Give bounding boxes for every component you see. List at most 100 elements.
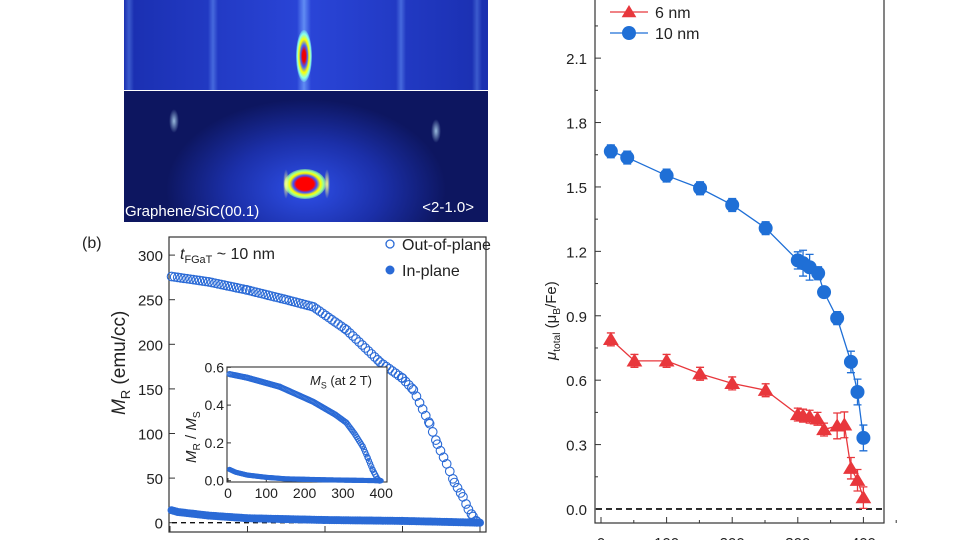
inset-x-tick-label: 400 bbox=[370, 485, 394, 501]
data-point-out-of-plane bbox=[354, 337, 364, 347]
rheed-pattern-substrate: Graphene/SiC(00.1) <2-1.0> bbox=[124, 91, 488, 222]
y-axis-label: MR (emu/cc) bbox=[109, 311, 133, 415]
y-axis-label: μtotal (μB/Fe) bbox=[543, 281, 563, 361]
x-tick-label: 300 bbox=[390, 538, 415, 540]
inset-y-tick-label: 0.4 bbox=[205, 397, 225, 413]
legend-label-out-of-plane: Out-of-plane bbox=[402, 237, 491, 254]
plot-frame bbox=[168, 236, 487, 533]
x-tick-label: 0 bbox=[597, 535, 605, 540]
rheed-pattern-film bbox=[124, 0, 488, 90]
data-point-out-of-plane bbox=[430, 435, 441, 445]
legend-marker-10-nm bbox=[622, 26, 636, 40]
data-point-6-nm bbox=[843, 460, 859, 474]
y-tick-label: 0.0 bbox=[566, 502, 587, 519]
data-point-10-nm bbox=[693, 181, 708, 196]
data-point-out-of-plane bbox=[185, 274, 195, 285]
legend-marker-in-plane bbox=[385, 265, 395, 275]
data-point-out-of-plane bbox=[194, 275, 205, 286]
thickness-annotation: tFGaT ~ 10 nm bbox=[180, 246, 275, 266]
y-tick-label: 0 bbox=[155, 516, 163, 533]
y-tick-label: 2.1 bbox=[566, 51, 587, 68]
y-tick-label: 100 bbox=[138, 427, 163, 444]
data-point-out-of-plane bbox=[397, 373, 408, 384]
y-tick-label: 1.2 bbox=[566, 244, 587, 261]
data-point-out-of-plane bbox=[197, 276, 208, 286]
y-tick-label: 150 bbox=[138, 382, 163, 399]
data-point-out-of-plane bbox=[414, 397, 425, 408]
data-point-out-of-plane bbox=[363, 346, 374, 356]
data-point-out-of-plane bbox=[351, 334, 361, 344]
data-point-6-nm bbox=[757, 382, 774, 396]
data-point-10-nm bbox=[850, 384, 865, 399]
data-point-10-nm bbox=[811, 266, 826, 281]
x-tick-label: 200 bbox=[720, 535, 745, 540]
data-point-out-of-plane bbox=[176, 272, 186, 283]
x-tick-label: 200 bbox=[312, 538, 337, 540]
data-point-out-of-plane bbox=[427, 427, 438, 437]
data-point-6-nm bbox=[816, 422, 832, 436]
data-point-6-nm bbox=[836, 417, 853, 431]
inset-point-out-of-plane bbox=[364, 454, 371, 462]
data-point-out-of-plane bbox=[348, 331, 358, 341]
data-point-out-of-plane bbox=[411, 391, 422, 402]
x-tick-label: 100 bbox=[235, 538, 260, 540]
data-point-out-of-plane bbox=[191, 275, 202, 285]
legend-label-6-nm: 6 nm bbox=[655, 5, 691, 22]
y-tick-label: 250 bbox=[138, 293, 163, 310]
legend-label-10-nm: 10 nm bbox=[655, 26, 699, 43]
data-point-10-nm bbox=[659, 168, 674, 183]
inset-point-in-plane bbox=[378, 478, 384, 484]
data-point-out-of-plane bbox=[360, 343, 371, 353]
data-point-10-nm bbox=[830, 311, 845, 326]
y-tick-label: 2.4 bbox=[566, 0, 587, 4]
data-point-out-of-plane bbox=[420, 410, 431, 421]
data-point-in-plane bbox=[476, 518, 484, 527]
data-point-6-nm bbox=[692, 366, 708, 380]
data-point-out-of-plane bbox=[341, 325, 352, 335]
x-tick-label: 400 bbox=[851, 535, 876, 540]
data-point-out-of-plane bbox=[432, 439, 443, 450]
data-point-6-nm bbox=[724, 375, 741, 390]
data-point-out-of-plane bbox=[417, 404, 428, 415]
data-point-out-of-plane bbox=[200, 276, 211, 287]
inset-point-out-of-plane bbox=[365, 457, 373, 464]
inset-point-out-of-plane bbox=[366, 460, 374, 467]
y-tick-label: 200 bbox=[138, 337, 163, 354]
data-point-10-nm bbox=[817, 285, 832, 300]
data-point-out-of-plane bbox=[366, 349, 377, 359]
data-point-out-of-plane bbox=[179, 273, 189, 284]
data-point-6-nm bbox=[658, 353, 675, 367]
data-point-out-of-plane bbox=[461, 499, 471, 509]
data-point-out-of-plane bbox=[452, 482, 463, 493]
data-point-out-of-plane bbox=[172, 272, 183, 283]
y-tick-label: 1.8 bbox=[566, 116, 587, 133]
inset-point-out-of-plane bbox=[368, 463, 375, 470]
data-point-out-of-plane bbox=[424, 418, 435, 429]
inset-y-tick-label: 0.2 bbox=[205, 435, 225, 451]
direction-label: <2-1.0> bbox=[422, 199, 474, 216]
data-point-10-nm bbox=[758, 221, 773, 236]
inset-x-tick-label: 200 bbox=[293, 485, 317, 501]
data-point-10-nm bbox=[725, 197, 740, 212]
data-point-6-nm bbox=[849, 472, 866, 486]
x-tick-label: 300 bbox=[785, 535, 810, 540]
legend-marker-out-of-plane bbox=[385, 239, 395, 249]
inset-x-tick-label: 300 bbox=[331, 485, 355, 501]
data-point-out-of-plane bbox=[169, 272, 180, 282]
data-point-out-of-plane bbox=[400, 376, 411, 387]
data-point-out-of-plane bbox=[449, 477, 460, 488]
data-point-out-of-plane bbox=[344, 328, 355, 338]
legend-marker-6-nm bbox=[621, 5, 637, 18]
x-tick-label: 100 bbox=[654, 535, 679, 540]
inset-y-tick-label: 0.0 bbox=[205, 473, 225, 489]
data-point-10-nm bbox=[603, 144, 618, 159]
inset-y-tick-label: 0.6 bbox=[205, 359, 225, 375]
data-point-10-nm bbox=[843, 354, 858, 369]
data-point-out-of-plane bbox=[408, 384, 419, 395]
data-point-out-of-plane bbox=[357, 340, 368, 350]
panel-label: (b) bbox=[82, 235, 102, 252]
inset-y-axis-label: MR / MS bbox=[183, 411, 203, 463]
y-tick-label: 0.6 bbox=[566, 373, 587, 390]
y-tick-label: 50 bbox=[146, 471, 163, 488]
